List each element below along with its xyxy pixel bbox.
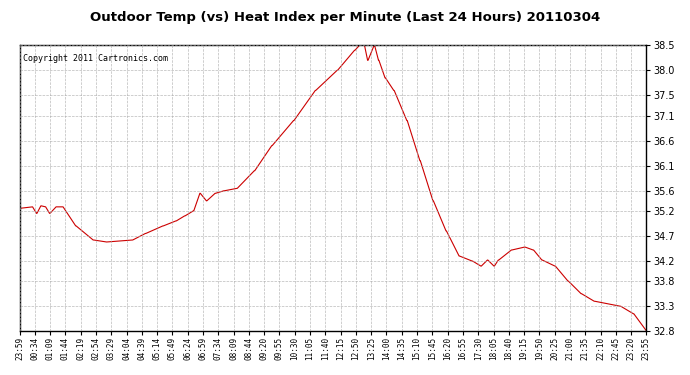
Text: Copyright 2011 Cartronics.com: Copyright 2011 Cartronics.com [23, 54, 168, 63]
Text: Outdoor Temp (vs) Heat Index per Minute (Last 24 Hours) 20110304: Outdoor Temp (vs) Heat Index per Minute … [90, 11, 600, 24]
